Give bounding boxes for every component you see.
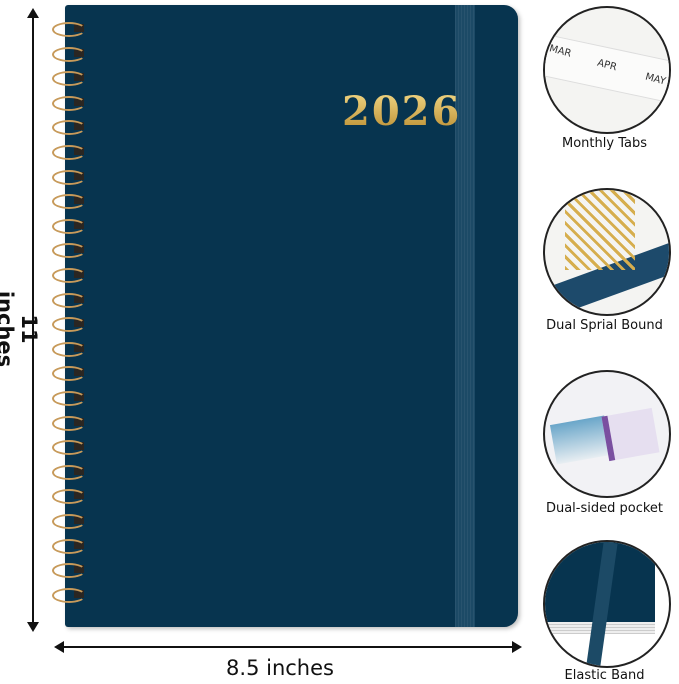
spiral-ring <box>52 292 86 308</box>
spiral-ring <box>52 391 86 406</box>
spiral-ring <box>52 22 86 37</box>
spiral-ring <box>52 71 86 87</box>
spiral-ring <box>52 218 86 234</box>
arrow-left-icon <box>54 641 64 653</box>
spiral-ring <box>52 538 86 554</box>
spiral-ring <box>52 415 86 431</box>
feature-label: Dual Sprial Bound <box>546 318 663 333</box>
spiral-ring <box>52 46 86 62</box>
spiral-ring <box>52 366 86 382</box>
spiral-ring <box>52 145 86 160</box>
spiral-ring <box>52 194 86 210</box>
spiral-ring <box>52 440 86 456</box>
arrow-right-icon <box>512 641 522 653</box>
height-label: 11 inches <box>0 290 41 368</box>
width-label: 8.5 inches <box>226 656 334 680</box>
planner-cover <box>65 5 518 627</box>
elastic-band-image <box>543 540 671 668</box>
spiral-bound-image <box>543 188 671 316</box>
feature-label: Monthly Tabs <box>562 136 647 151</box>
pocket-image <box>543 370 671 498</box>
arrow-up-icon <box>27 8 39 18</box>
width-dimension-line <box>60 646 516 648</box>
spiral-ring <box>52 514 86 529</box>
spiral-ring <box>52 169 86 185</box>
feature-label: Dual-sided pocket <box>545 501 664 516</box>
spiral-ring <box>52 489 86 505</box>
spiral-ring <box>52 563 86 579</box>
year-title: 2026 <box>342 88 462 135</box>
spiral-ring <box>52 268 86 283</box>
arrow-down-icon <box>27 622 39 632</box>
elastic-band <box>455 5 475 627</box>
spiral-ring <box>52 464 86 480</box>
feature-label: Elastic Band <box>564 668 645 683</box>
height-dimension-line <box>32 14 34 626</box>
monthly-tabs-image: MAR APR MAY <box>543 6 671 134</box>
spiral-ring <box>52 341 86 357</box>
spiral-ring <box>52 120 86 136</box>
spiral-ring <box>52 95 86 111</box>
spiral-ring <box>52 243 86 259</box>
spiral-ring <box>52 317 86 333</box>
spiral-ring <box>52 587 86 603</box>
